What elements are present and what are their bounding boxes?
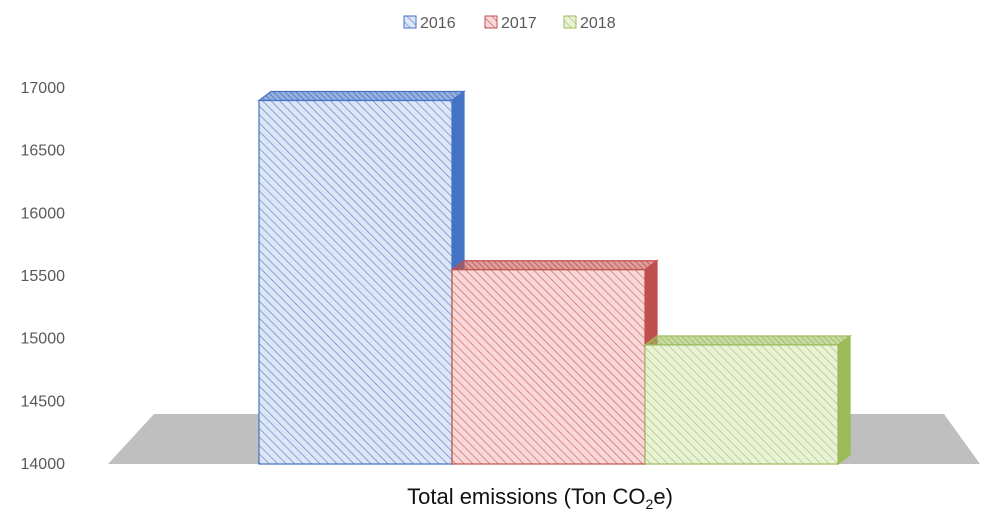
y-axis: 14000 14500 15000 15500 16000 16500 17000 [21,80,66,473]
legend: 2016 2017 2018 [403,15,616,32]
bar-front-2018 [644,344,839,465]
legend-swatch-2016 [403,15,417,29]
bar-top-2016 [257,90,466,102]
y-tick-label-14000: 14000 [21,456,66,473]
y-tick-label-16000: 16000 [21,205,66,222]
y-tick-label-17000: 17000 [21,80,66,97]
y-tick-label-15000: 15000 [21,331,66,348]
bar-2018 [643,334,852,466]
bars [257,90,852,466]
legend-item-2018: 2018 [563,15,616,32]
bar-top-2018 [643,335,852,346]
legend-label-2018: 2018 [580,15,616,32]
bar-2016 [257,90,466,466]
legend-swatch-2017 [484,15,498,29]
bar-2017 [450,259,659,466]
y-tick-label-15500: 15500 [21,268,66,285]
y-tick-label-16500: 16500 [21,143,66,160]
x-axis-label: Total emissions (Ton CO2e) [407,484,673,512]
bar-top-2017 [450,260,659,271]
y-tick-label-14500: 14500 [21,393,66,410]
legend-label-2016: 2016 [420,15,456,32]
bar-front-2017 [451,269,646,465]
bar-front-2016 [258,99,453,465]
legend-item-2017: 2017 [484,15,537,32]
bar-side-2018 [837,334,851,466]
legend-item-2016: 2016 [403,15,456,32]
legend-label-2017: 2017 [501,15,537,32]
legend-swatch-2018 [563,15,577,29]
